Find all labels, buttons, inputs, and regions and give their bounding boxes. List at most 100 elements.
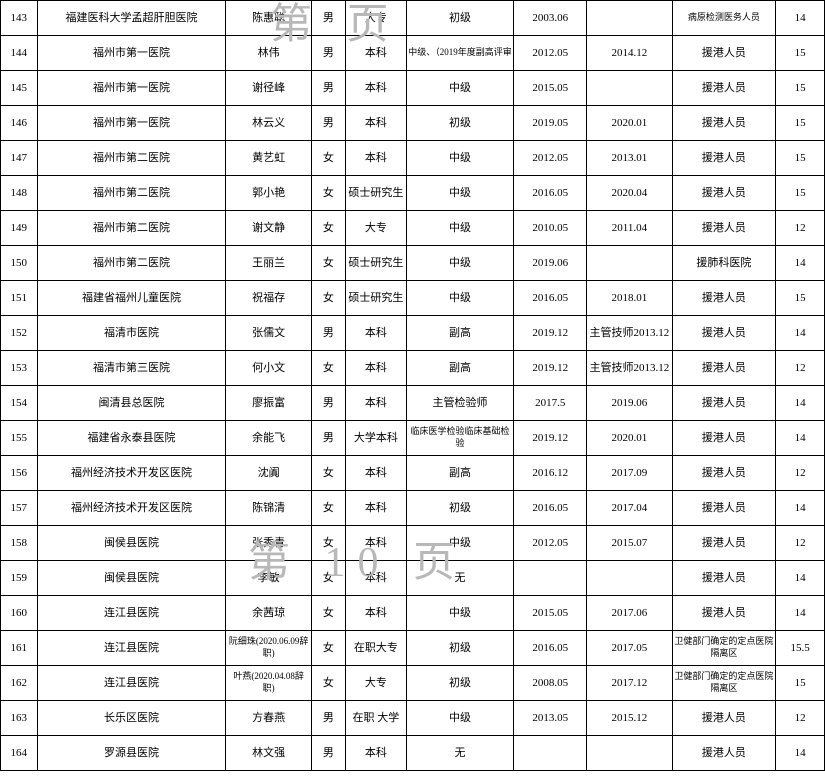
table-cell: 2017.5 [514,386,587,421]
table-cell: 162 [1,666,38,701]
table-cell: 女 [311,246,345,281]
table-cell: 援港人员 [672,386,776,421]
table-cell: 2020.04 [587,176,672,211]
table-row: 144福州市第一医院林伟男本科中级、（2019年度副高评审2012.052014… [1,36,825,71]
table-cell: 2016.05 [514,491,587,526]
table-cell: 援港人员 [672,491,776,526]
table-cell: 中级 [406,71,513,106]
table-cell: 2011.04 [587,211,672,246]
table-cell: 福州市第二医院 [37,211,226,246]
table-cell: 女 [311,456,345,491]
table-cell: 本科 [345,596,406,631]
table-cell: 157 [1,491,38,526]
table-cell: 女 [311,351,345,386]
table-cell: 15 [776,176,825,211]
table-cell: 援港人员 [672,456,776,491]
table-cell: 2019.12 [514,421,587,456]
table-cell: 160 [1,596,38,631]
table-cell: 余能飞 [226,421,311,456]
table-row: 153福清市第三医院何小文女本科副高2019.12主管技师2013.12援港人员… [1,351,825,386]
table-cell: 2008.05 [514,666,587,701]
table-cell: 闽清县总医院 [37,386,226,421]
table-cell: 2013.01 [587,141,672,176]
table-row: 152福清市医院张儒文男本科副高2019.12主管技师2013.12援港人员14 [1,316,825,351]
table-cell: 2015.05 [514,71,587,106]
table-cell: 李敏 [226,561,311,596]
table-cell: 初级 [406,631,513,666]
table-cell: 中级 [406,281,513,316]
table-cell: 福州经济技术开发区医院 [37,456,226,491]
table-cell: 144 [1,36,38,71]
table-cell: 连江县医院 [37,596,226,631]
table-cell [587,246,672,281]
table-cell: 援肺科医院 [672,246,776,281]
table-cell: 卫健部门确定的定点医院隔离区 [672,666,776,701]
table-cell: 闽侯县医院 [37,526,226,561]
table-cell: 张儒文 [226,316,311,351]
table-cell: 无 [406,561,513,596]
table-cell: 2017.09 [587,456,672,491]
table-cell: 福州市第二医院 [37,246,226,281]
table-cell: 12 [776,211,825,246]
table-cell: 12 [776,351,825,386]
table-cell: 福建医科大学孟超肝胆医院 [37,1,226,36]
table-cell: 长乐区医院 [37,701,226,736]
table-cell: 本科 [345,456,406,491]
table-cell: 本科 [345,561,406,596]
table-cell: 15 [776,141,825,176]
table-cell: 援港人员 [672,176,776,211]
table-cell: 陈锦清 [226,491,311,526]
table-cell: 大专 [345,1,406,36]
table-cell: 2018.01 [587,281,672,316]
table-cell: 女 [311,526,345,561]
table-cell: 中级 [406,176,513,211]
table-cell: 153 [1,351,38,386]
table-cell: 中级 [406,596,513,631]
table-cell: 援港人员 [672,561,776,596]
table-cell: 福建省永泰县医院 [37,421,226,456]
table-cell: 女 [311,176,345,211]
table-cell: 152 [1,316,38,351]
table-cell: 2003.06 [514,1,587,36]
table-cell: 14 [776,736,825,771]
table-cell: 阮细珠(2020.06.09辞职) [226,631,311,666]
table-cell: 143 [1,1,38,36]
table-cell: 援港人员 [672,736,776,771]
table-cell [587,561,672,596]
table-cell: 大专 [345,211,406,246]
table-row: 145福州市第一医院谢径峰男本科中级2015.05援港人员15 [1,71,825,106]
table-cell: 无 [406,736,513,771]
table-row: 164罗源县医院林文强男本科无援港人员14 [1,736,825,771]
table-cell: 14 [776,421,825,456]
table-cell: 15.5 [776,631,825,666]
table-cell: 本科 [345,106,406,141]
table-cell: 女 [311,281,345,316]
table-cell: 福州市第二医院 [37,141,226,176]
table-cell: 2020.01 [587,421,672,456]
table-cell: 黄艺虹 [226,141,311,176]
table-cell: 主管技师2013.12 [587,351,672,386]
table-cell: 2019.05 [514,106,587,141]
table-cell: 男 [311,1,345,36]
table-cell: 中级 [406,211,513,246]
table-cell: 156 [1,456,38,491]
table-cell: 沈阗 [226,456,311,491]
table-cell: 初级 [406,666,513,701]
table-row: 146福州市第一医院林云义男本科初级2019.052020.01援港人员15 [1,106,825,141]
table-cell: 2017.05 [587,631,672,666]
table-cell: 中级 [406,526,513,561]
table-cell: 男 [311,36,345,71]
table-cell: 150 [1,246,38,281]
table-cell: 男 [311,106,345,141]
table-cell: 本科 [345,141,406,176]
table-cell: 主管技师2013.12 [587,316,672,351]
table-row: 160连江县医院余茜琼女本科中级2015.052017.06援港人员14 [1,596,825,631]
table-row: 143福建医科大学孟超肝胆医院陈惠聪男大专初级2003.06病原检测医务人员14 [1,1,825,36]
table-cell: 大学本科 [345,421,406,456]
table-cell: 155 [1,421,38,456]
table-cell: 女 [311,211,345,246]
table-cell: 本科 [345,71,406,106]
table-row: 159闽侯县医院李敏女本科无援港人员14 [1,561,825,596]
table-cell: 15 [776,666,825,701]
table-cell: 14 [776,316,825,351]
